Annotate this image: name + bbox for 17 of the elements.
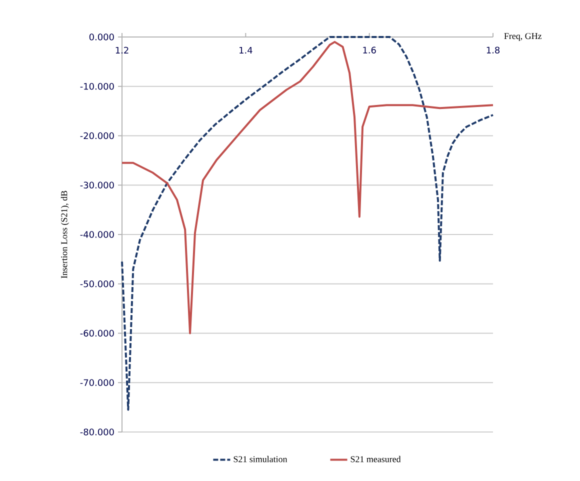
y-tick-label: -20.000	[80, 132, 114, 140]
legend-label: S21 measured	[350, 456, 401, 462]
legend-label: S21 simulation	[234, 456, 288, 462]
y-tick-label: -30.000	[80, 182, 114, 189]
x-tick-label: 1.6	[363, 46, 376, 54]
x-tick-label: 1.4	[240, 46, 252, 54]
y-tick-label: -50.000	[80, 280, 114, 288]
y-tick-label: -80.000	[80, 428, 114, 436]
y-tick-label: 0.000	[89, 34, 114, 40]
y-tick-label: -10.000	[80, 82, 114, 90]
x-axis-title: Freq, GHz	[504, 33, 542, 41]
y-tick-label: -60.000	[80, 330, 114, 337]
y-axis-title: Insertion Loss (S21), dB	[60, 190, 70, 278]
x-tick-label: 1.8	[486, 46, 500, 54]
x-tick-label: 1.2	[116, 46, 128, 54]
y-tick-label: -70.000	[80, 379, 114, 386]
y-tick-label: -40.000	[80, 231, 114, 238]
